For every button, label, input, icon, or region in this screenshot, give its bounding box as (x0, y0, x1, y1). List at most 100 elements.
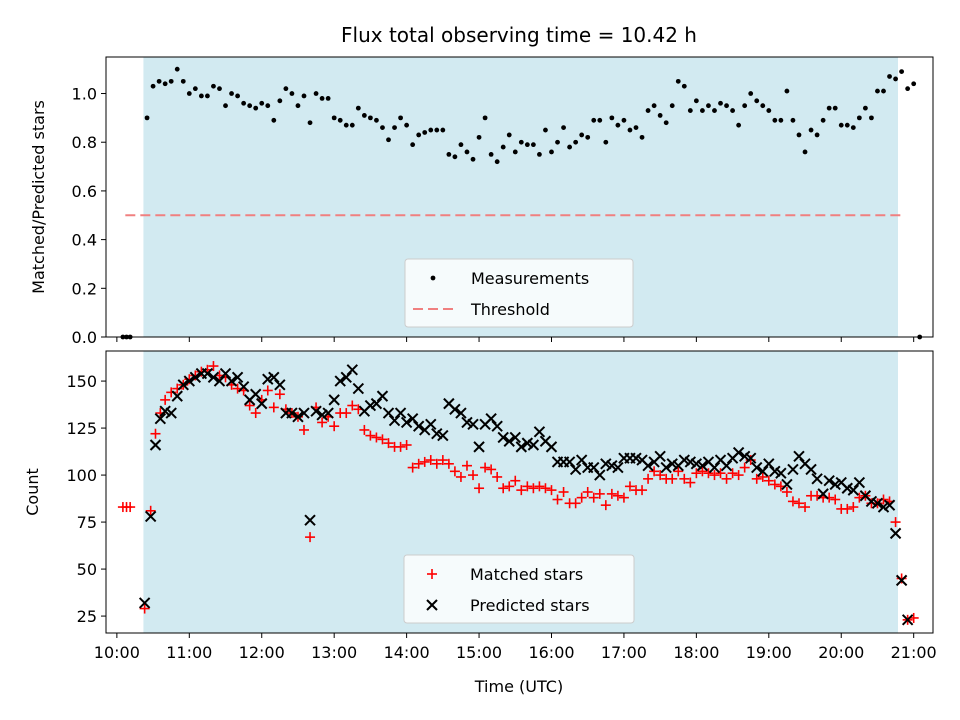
predicted-star-marker-b (268, 371, 280, 384)
matched-star-point (371, 432, 382, 443)
measurement-point (826, 105, 832, 111)
bottom-x-tick-label: 15:00 (456, 643, 502, 662)
measurement-point (730, 108, 735, 113)
predicted-star-point (370, 397, 383, 410)
predicted-star-marker-b (219, 367, 232, 380)
measurement-point (331, 115, 337, 121)
predicted-star-point (400, 416, 413, 429)
predicted-star-point (654, 450, 666, 462)
matched-star-point (673, 466, 684, 477)
matched-star-point (691, 468, 702, 479)
predicted-star-point (781, 478, 793, 491)
predicted-star-point (744, 452, 757, 464)
predicted-star-marker-b (545, 441, 558, 453)
predicted-star-marker-b (539, 435, 552, 447)
predicted-star-marker-b (346, 364, 358, 376)
legend-label: Predicted stars (470, 596, 590, 615)
measurement-point (367, 115, 373, 121)
matched-star-point (139, 603, 150, 614)
measurement-point (271, 117, 277, 123)
matched-star-point (594, 488, 605, 499)
measurement-point (452, 154, 458, 160)
bottom-y-tick-label: 125 (66, 419, 97, 438)
predicted-star-marker-b (406, 412, 419, 425)
predicted-star-point (256, 397, 268, 410)
predicted-star-point (901, 614, 914, 626)
predicted-star-point (757, 465, 769, 478)
predicted-star-point (144, 510, 157, 523)
top-y-tick-label: 1.0 (72, 85, 97, 104)
predicted-star-marker-b (823, 475, 835, 487)
top-y-axis-label: Matched/Predicted stars (29, 100, 48, 294)
measurement-point (893, 76, 898, 82)
predicted-star-marker-b (412, 420, 425, 432)
measurement-point (814, 132, 820, 138)
legend-label: Measurements (471, 269, 589, 288)
predicted-star-point (775, 467, 787, 479)
measurement-point (247, 103, 253, 109)
bottom-x-tick-label: 20:00 (818, 643, 864, 662)
matched-star-point (643, 473, 654, 484)
predicted-star-point (412, 420, 425, 432)
predicted-star-marker-b (449, 403, 461, 415)
predicted-star-marker-b (165, 407, 177, 419)
predicted-star-marker-b (636, 454, 648, 466)
predicted-star-marker-b (775, 467, 787, 479)
matched-star-point (751, 473, 762, 484)
predicted-star-marker-b (286, 407, 298, 419)
measurement-point (609, 115, 615, 121)
bottom-x-tick-label: 18:00 (673, 643, 719, 662)
matched-star-point (359, 424, 370, 435)
matched-star-point (244, 400, 255, 411)
matched-star-point (274, 389, 285, 400)
predicted-star-marker-b (154, 412, 167, 425)
predicted-star-point (732, 446, 745, 459)
predicted-star-marker-b (805, 463, 817, 476)
matched-star-point (781, 487, 792, 497)
measurement-point (675, 78, 681, 84)
measurement-point (524, 142, 530, 148)
legend-label: Matched stars (470, 565, 583, 584)
measurement-point (887, 74, 892, 79)
matched-star-point (449, 466, 460, 477)
predicted-star-marker-b (274, 379, 286, 391)
predicted-star-point (569, 463, 582, 476)
measurement-point (440, 127, 446, 133)
predicted-star-point (304, 514, 316, 526)
matched-star-point (262, 385, 273, 396)
predicted-star-marker-b (473, 441, 485, 453)
predicted-star-marker-b (751, 461, 763, 474)
measurement-point (561, 125, 566, 131)
predicted-star-marker-b (298, 407, 310, 419)
measurement-point (235, 93, 240, 99)
matched-star-point (365, 430, 376, 441)
predicted-star-point (274, 379, 286, 391)
predicted-star-point (334, 375, 346, 387)
measurement-point (313, 91, 319, 96)
bottom-y-tick-label: 75 (77, 513, 97, 532)
predicted-star-point (437, 429, 449, 442)
predicted-star-marker-b (425, 418, 437, 431)
matched-star-point (582, 487, 593, 497)
predicted-star-point (138, 597, 151, 609)
matched-star-point (727, 468, 738, 479)
predicted-star-point (183, 375, 196, 387)
predicted-star-marker-b (388, 414, 401, 427)
matched-star-point (413, 458, 424, 469)
measurement-point (748, 91, 754, 96)
predicted-star-point (310, 405, 322, 417)
legend-label: Threshold (470, 300, 550, 319)
top-legend: Measurements Threshold (404, 258, 634, 328)
predicted-star-marker-b (256, 397, 268, 410)
bottom-x-tick-label: 16:00 (528, 643, 574, 662)
predicted-star-marker-b (237, 381, 250, 393)
predicted-star-point (213, 375, 226, 387)
predicted-star-marker-b (847, 484, 860, 496)
matched-star-point (588, 492, 599, 503)
predicted-star-marker-b (400, 416, 413, 429)
measurement-point (404, 122, 410, 128)
measurement-point (229, 91, 234, 96)
measurement-point (802, 149, 808, 155)
measurement-point (488, 151, 494, 157)
predicted-star-point (751, 461, 763, 474)
